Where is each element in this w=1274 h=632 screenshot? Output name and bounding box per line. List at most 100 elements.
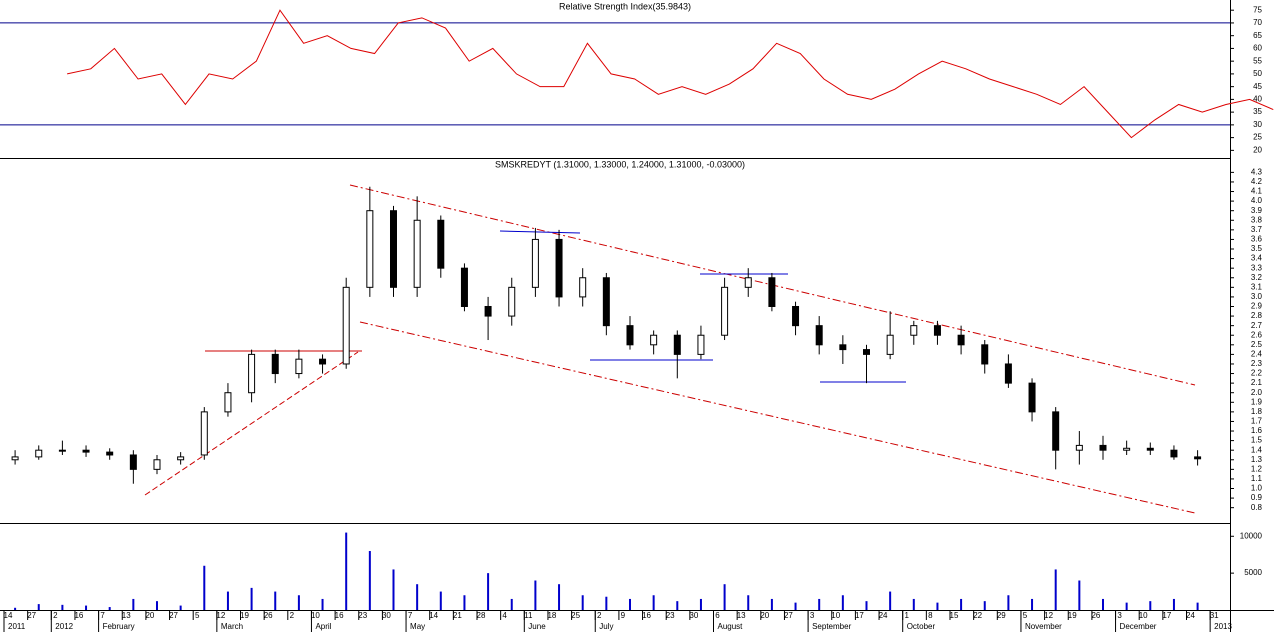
y-tick-label: 3.2 — [1251, 273, 1263, 282]
period-label: November — [1025, 622, 1062, 631]
period-label: 2013 — [1214, 622, 1232, 631]
y-tick-label: 2.3 — [1251, 359, 1263, 368]
candle-body — [744, 277, 752, 288]
x-tick-label: 17 — [855, 611, 864, 620]
candle-body — [366, 210, 374, 288]
candle-body — [768, 277, 776, 307]
candle-body — [11, 456, 19, 461]
candle-body — [177, 456, 185, 461]
candle-body — [862, 349, 870, 355]
y-tick-label: 2.0 — [1251, 388, 1263, 397]
x-tick-label: 3 — [810, 611, 815, 620]
y-tick-label: 45 — [1253, 82, 1262, 91]
y-tick-label: 3.8 — [1251, 215, 1263, 224]
y-tick-label: 3.6 — [1251, 235, 1263, 244]
y-tick-label: 4.2 — [1251, 177, 1263, 186]
y-tick-label: 1.5 — [1251, 436, 1263, 445]
y-tick-label: 2.6 — [1251, 330, 1263, 339]
x-tick-label: 25 — [571, 611, 580, 620]
x-tick-label: 14 — [4, 611, 13, 620]
candle-body — [1146, 447, 1154, 451]
candle-body — [626, 325, 634, 346]
x-tick-label: 7 — [100, 611, 105, 620]
volume-bar — [392, 569, 395, 610]
volume-bar — [250, 587, 253, 610]
y-tick-label: 0.8 — [1251, 503, 1263, 512]
y-tick-label: 5000 — [1244, 568, 1262, 577]
x-tick-label: 31 — [1210, 611, 1219, 620]
y-tick-label: 30 — [1253, 120, 1262, 129]
volume-bar — [818, 598, 821, 610]
x-tick-label: 7 — [408, 611, 413, 620]
volume-bar — [1078, 580, 1081, 610]
y-tick-label: 3.7 — [1251, 225, 1263, 234]
y-tick-label: 1.7 — [1251, 417, 1263, 426]
y-tick-label: 4.1 — [1251, 187, 1263, 196]
period-label: July — [599, 622, 613, 631]
y-tick-label: 2.8 — [1251, 311, 1263, 320]
x-tick-label: 6 — [715, 611, 720, 620]
x-tick-label: 12 — [1044, 611, 1053, 620]
y-tick-label: 2.5 — [1251, 340, 1263, 349]
candle-body — [437, 219, 445, 269]
x-tick-label: 30 — [382, 611, 391, 620]
y-tick-label: 3.3 — [1251, 263, 1263, 272]
x-tick-label: 15 — [950, 611, 959, 620]
candle-body — [460, 267, 468, 307]
x-tick-label: 1 — [904, 611, 909, 620]
volume-bar — [983, 601, 986, 610]
x-tick-label: 10 — [831, 611, 840, 620]
volume-bar — [912, 598, 915, 610]
x-tick-label: 5 — [195, 611, 200, 620]
period-label: 2011 — [8, 622, 26, 631]
x-tick-label: 2 — [53, 611, 58, 620]
period-label: August — [718, 622, 744, 631]
x-tick-label: 26 — [1091, 611, 1100, 620]
y-tick-label: 2.4 — [1251, 350, 1263, 359]
volume-bar — [463, 595, 466, 610]
x-tick-label: 24 — [1186, 611, 1195, 620]
volume-bar — [1007, 595, 1010, 610]
period-label: September — [812, 622, 851, 631]
x-tick-label: 23 — [666, 611, 675, 620]
candle-body — [1194, 456, 1202, 460]
y-tick-label: 1.9 — [1251, 397, 1263, 406]
candle-body — [295, 358, 303, 375]
candle-body — [1075, 444, 1083, 451]
y-tick-label: 25 — [1253, 133, 1262, 142]
volume-bar — [14, 607, 17, 610]
candle-body — [697, 334, 705, 355]
y-tick-label: 1.0 — [1251, 484, 1263, 493]
x-tick-label: 18 — [547, 611, 556, 620]
volume-bar — [1031, 598, 1034, 610]
x-tick-label: 27 — [784, 611, 793, 620]
volume-bar — [416, 584, 419, 610]
y-tick-label: 3.0 — [1251, 292, 1263, 301]
candle-body — [484, 305, 492, 317]
volume-bar — [345, 532, 348, 610]
x-tick-label: 19 — [240, 611, 249, 620]
y-tick-label: 50 — [1253, 69, 1262, 78]
candle-body — [981, 344, 989, 365]
volume-bar — [155, 601, 158, 610]
x-tick-label: 2 — [597, 611, 602, 620]
y-tick-label: 75 — [1253, 5, 1262, 14]
candle-body — [839, 344, 847, 351]
y-tick-label: 40 — [1253, 94, 1262, 103]
volume-bar — [1125, 602, 1128, 610]
candle-body — [389, 210, 397, 288]
x-tick-label: 12 — [216, 611, 225, 620]
y-tick-label: 1.8 — [1251, 407, 1263, 416]
candle-body — [792, 305, 800, 327]
volume-bar — [108, 607, 111, 610]
price-title: SMSKREDYT (1.31000, 1.33000, 1.24000, 1.… — [495, 159, 745, 169]
volume-bar — [723, 584, 726, 610]
candle-body — [579, 277, 587, 298]
y-tick-label: 0.9 — [1251, 493, 1263, 502]
period-label: May — [410, 622, 425, 631]
x-tick-label: 16 — [74, 611, 83, 620]
candle-body — [271, 353, 279, 375]
x-tick-label: 2 — [290, 611, 295, 620]
x-tick-label: 22 — [973, 611, 982, 620]
